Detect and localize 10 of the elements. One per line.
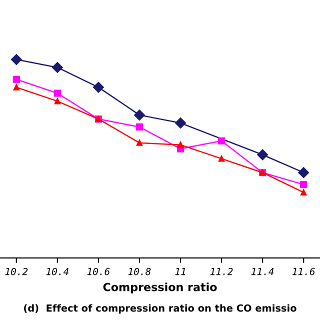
x-axis-title: Compression ratio	[103, 282, 217, 294]
x-tick-label: 10.6	[87, 268, 110, 276]
x-tick-label: 11.4	[251, 268, 274, 276]
x-tick-label: 10.4	[46, 268, 68, 276]
x-tick-label: 10.2	[5, 268, 28, 276]
x-tick-label: 11.2	[210, 268, 233, 276]
x-tick-label: 10.8	[128, 268, 151, 276]
x-tick-label: 11	[175, 268, 186, 276]
text: (d) Effect of compression ratio on the CO emissio	[24, 304, 296, 314]
x-tick-label: 11.6	[292, 268, 315, 276]
